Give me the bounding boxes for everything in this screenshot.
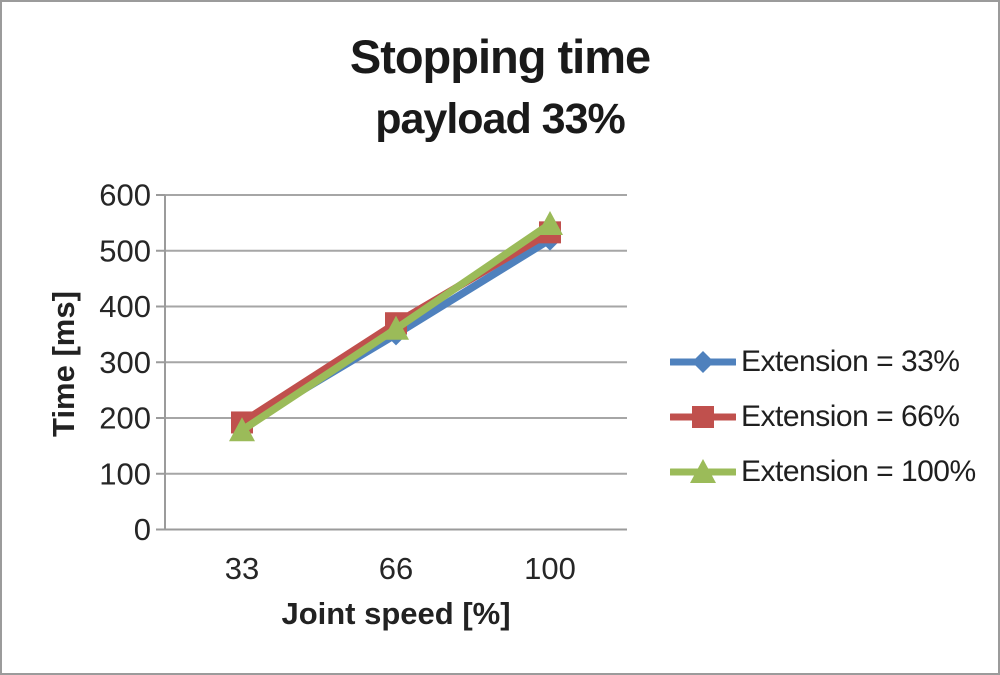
legend-marker-square-icon [670,405,736,428]
series-marker-triangle [229,417,255,442]
y-tick-label: 200 [99,401,151,436]
y-tick-label: 100 [99,456,151,491]
series-marker-triangle [383,315,409,340]
legend-item: Extension = 33% [670,334,976,389]
y-tick-label: 500 [99,233,151,268]
chart-title: Stopping time [349,30,651,83]
legend-marker-shape [692,350,714,373]
legend-marker-triangle-icon [670,458,736,483]
y-tick-label: 400 [99,289,151,324]
legend-label: Extension = 33% [741,344,960,378]
legend-marker-diamond-icon [670,350,736,373]
y-axis-title: Time [ms] [46,291,81,437]
legend-marker-shape [690,458,716,483]
legend-label: Extension = 100% [741,454,976,488]
legend-item: Extension = 100% [670,444,976,499]
series-extension-100 [229,210,563,442]
chart-subtitle: payload 33% [375,95,626,143]
legend-label: Extension = 66% [741,399,960,433]
y-tick-label: 600 [99,178,151,213]
x-tick-label: 33 [225,551,259,586]
x-tick-label: 100 [524,551,576,586]
y-tick-label: 300 [99,345,151,380]
legend-marker-shape [692,405,714,428]
series-marker-triangle [537,210,563,235]
legend-item: Extension = 66% [670,389,976,444]
y-tick-label: 0 [134,512,151,547]
chart-legend: Extension = 33% Extension = 66% Extension … [670,334,976,499]
x-axis-title: Joint speed [%] [281,596,511,631]
x-tick-label: 66 [379,551,413,586]
